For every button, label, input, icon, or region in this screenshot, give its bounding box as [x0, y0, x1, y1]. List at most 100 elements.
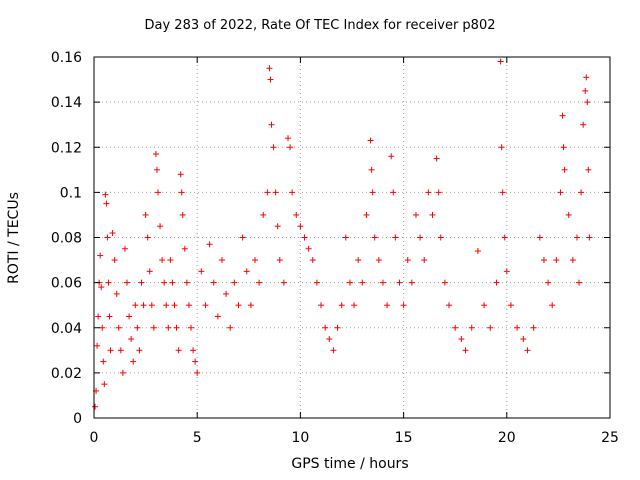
data-point	[115, 324, 122, 331]
data-point	[462, 347, 469, 354]
data-point	[243, 268, 250, 275]
data-point	[142, 211, 149, 218]
data-point	[109, 229, 116, 236]
data-point	[121, 245, 128, 252]
data-point	[117, 347, 124, 354]
data-point	[103, 200, 110, 207]
data-point	[183, 279, 190, 286]
data-point	[412, 211, 419, 218]
data-point	[175, 347, 182, 354]
data-point	[334, 324, 341, 331]
data-point	[144, 234, 151, 241]
data-point	[157, 223, 164, 230]
data-point	[452, 324, 459, 331]
y-tick-label: 0.16	[51, 50, 82, 66]
data-point	[368, 166, 375, 173]
data-point	[227, 324, 234, 331]
data-point	[99, 324, 106, 331]
data-point	[400, 302, 407, 309]
data-point	[497, 58, 504, 65]
data-point	[435, 189, 442, 196]
x-tick-label: 0	[90, 430, 99, 446]
data-point	[280, 279, 287, 286]
data-point	[126, 313, 133, 320]
y-tick-label: 0	[73, 411, 82, 427]
data-point	[524, 347, 531, 354]
data-point	[106, 313, 113, 320]
data-point	[338, 302, 345, 309]
data-point	[481, 302, 488, 309]
data-point	[404, 257, 411, 264]
data-point	[190, 347, 197, 354]
data-point	[388, 153, 395, 160]
data-point	[569, 257, 576, 264]
data-point	[153, 166, 160, 173]
data-point	[330, 347, 337, 354]
data-point	[301, 234, 308, 241]
data-point	[309, 257, 316, 264]
data-point	[384, 302, 391, 309]
data-point	[107, 347, 114, 354]
data-point	[305, 245, 312, 252]
data-point	[342, 234, 349, 241]
data-point	[560, 144, 567, 151]
data-point	[487, 324, 494, 331]
data-point	[371, 234, 378, 241]
data-point	[169, 279, 176, 286]
data-point	[584, 99, 591, 106]
data-point	[573, 234, 580, 241]
data-point	[98, 284, 105, 291]
y-tick-label: 0.14	[51, 95, 82, 111]
data-point	[138, 279, 145, 286]
data-point	[557, 189, 564, 196]
data-point	[576, 279, 583, 286]
data-point	[441, 279, 448, 286]
data-point	[159, 257, 166, 264]
y-tick-label: 0.08	[51, 231, 82, 247]
data-point	[97, 252, 104, 259]
data-point	[363, 211, 370, 218]
data-point	[355, 257, 362, 264]
data-point	[583, 74, 590, 81]
data-point	[210, 279, 217, 286]
data-point	[113, 290, 120, 297]
data-point	[285, 135, 292, 142]
data-point	[95, 313, 102, 320]
data-point	[540, 257, 547, 264]
x-tick-label: 5	[193, 430, 202, 446]
data-point	[318, 302, 325, 309]
data-point	[256, 279, 263, 286]
data-point	[396, 279, 403, 286]
data-point	[124, 279, 131, 286]
data-point	[287, 144, 294, 151]
data-point	[326, 336, 333, 343]
data-point	[247, 302, 254, 309]
data-point	[148, 302, 155, 309]
data-point	[270, 144, 277, 151]
data-point	[154, 189, 161, 196]
data-point	[239, 234, 246, 241]
data-point	[132, 302, 139, 309]
data-point	[111, 257, 118, 264]
data-point	[507, 302, 514, 309]
data-point	[586, 234, 593, 241]
data-point	[549, 302, 556, 309]
x-tick-label: 20	[498, 430, 516, 446]
data-point	[178, 189, 185, 196]
data-point	[293, 211, 300, 218]
data-point	[181, 245, 188, 252]
data-point	[192, 358, 199, 365]
data-point	[375, 257, 382, 264]
data-point	[167, 257, 174, 264]
data-point	[128, 336, 135, 343]
y-tick-label: 0.12	[51, 140, 82, 156]
y-tick-label: 0.02	[51, 366, 82, 382]
data-point	[437, 234, 444, 241]
data-point	[530, 324, 537, 331]
data-point	[501, 234, 508, 241]
data-point	[202, 302, 209, 309]
data-point	[194, 369, 201, 376]
data-point	[390, 189, 397, 196]
x-tick-label: 25	[601, 430, 619, 446]
